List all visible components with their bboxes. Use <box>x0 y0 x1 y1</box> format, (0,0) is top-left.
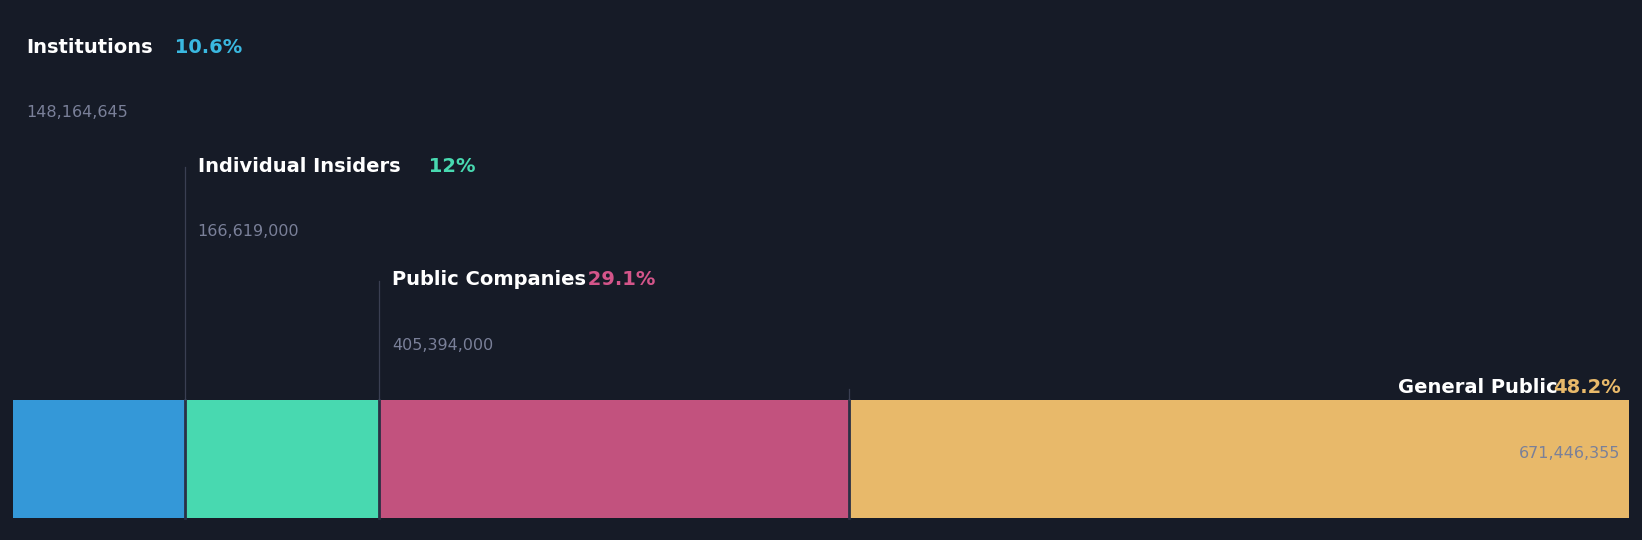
Text: 405,394,000: 405,394,000 <box>392 338 493 353</box>
Text: Public Companies: Public Companies <box>392 270 586 289</box>
Text: Institutions: Institutions <box>26 38 153 57</box>
Text: 29.1%: 29.1% <box>581 270 655 289</box>
Text: General Public: General Public <box>1399 378 1565 397</box>
Text: Individual Insiders: Individual Insiders <box>197 157 401 176</box>
Text: 12%: 12% <box>422 157 476 176</box>
Bar <box>184 400 379 518</box>
Bar <box>13 400 184 518</box>
Text: 148,164,645: 148,164,645 <box>26 105 128 120</box>
Text: 671,446,355: 671,446,355 <box>1519 446 1621 461</box>
Bar <box>849 400 1629 518</box>
Text: 48.2%: 48.2% <box>1553 378 1621 397</box>
Bar <box>379 400 849 518</box>
Text: 166,619,000: 166,619,000 <box>197 224 299 239</box>
Text: 10.6%: 10.6% <box>167 38 243 57</box>
